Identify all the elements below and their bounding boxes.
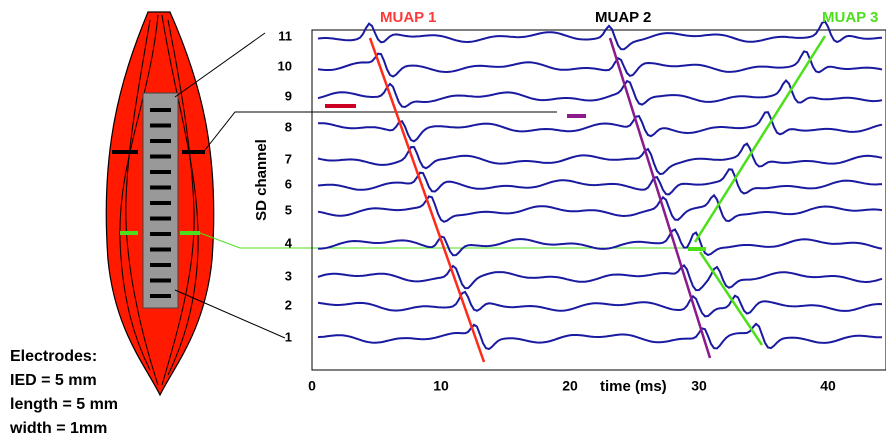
channel-label: 1 — [285, 329, 292, 344]
electrode-pad — [150, 139, 171, 143]
x-tick-label: 20 — [562, 378, 578, 394]
waveform — [317, 20, 883, 51]
electrode-info: Electrodes: — [10, 348, 97, 365]
waveform — [317, 193, 883, 223]
electrode-pads — [150, 108, 171, 298]
channel-label: 10 — [278, 58, 292, 73]
electrode-info: IED = 5 mm — [10, 372, 97, 389]
channel-label: 11 — [278, 28, 292, 43]
electrode-pad — [150, 263, 171, 267]
waveform — [317, 78, 883, 109]
connector-lines — [174, 32, 700, 339]
muap-label: MUAP 1 — [380, 9, 436, 26]
waveform — [317, 168, 883, 196]
waveform — [317, 111, 883, 143]
electrode-bars — [112, 150, 205, 235]
waveform — [317, 50, 883, 78]
electrode-info: length = 5 mm — [10, 396, 118, 413]
channel-label: 2 — [285, 297, 292, 312]
electrode-array — [142, 92, 179, 309]
x-tick-label: 0 — [308, 378, 316, 394]
waveform — [317, 290, 883, 318]
electrode-pad — [150, 278, 171, 283]
waveform — [318, 228, 883, 257]
muap-lines — [325, 35, 827, 363]
waveform — [317, 142, 883, 176]
channel-label: 6 — [285, 176, 292, 191]
x-axis-title: time (ms) — [600, 378, 667, 395]
electrode-pad — [150, 201, 171, 205]
electrode-pad — [150, 247, 171, 252]
channel-label: 8 — [285, 119, 292, 134]
electrode-pad — [150, 154, 171, 159]
electrode-pad — [150, 232, 171, 236]
electrode-pad — [150, 294, 171, 298]
x-tick-label: 10 — [433, 378, 449, 394]
electrode-pad — [150, 216, 171, 221]
electrode-pad — [150, 185, 171, 190]
electrode-info: width = 1mm — [9, 420, 107, 437]
muap-label: MUAP 3 — [822, 9, 878, 26]
channel-label: 9 — [285, 88, 292, 103]
y-axis-title: SD channel — [253, 139, 270, 221]
waveform — [317, 322, 883, 351]
x-tick-label: 40 — [820, 378, 836, 394]
muscle-fibers — [119, 14, 199, 386]
waveform — [317, 263, 883, 292]
channel-label: 5 — [285, 202, 292, 217]
electrode-pad — [150, 170, 171, 174]
x-tick-label: 30 — [691, 378, 707, 394]
channel-label: 4 — [285, 235, 293, 250]
electrode-pad — [150, 123, 171, 128]
electrode-pad — [150, 108, 171, 112]
channel-label: 3 — [285, 268, 292, 283]
channel-label: 7 — [285, 151, 292, 166]
plot-frame — [311, 29, 886, 371]
muap-label: MUAP 2 — [595, 9, 651, 26]
waveforms — [317, 20, 883, 351]
